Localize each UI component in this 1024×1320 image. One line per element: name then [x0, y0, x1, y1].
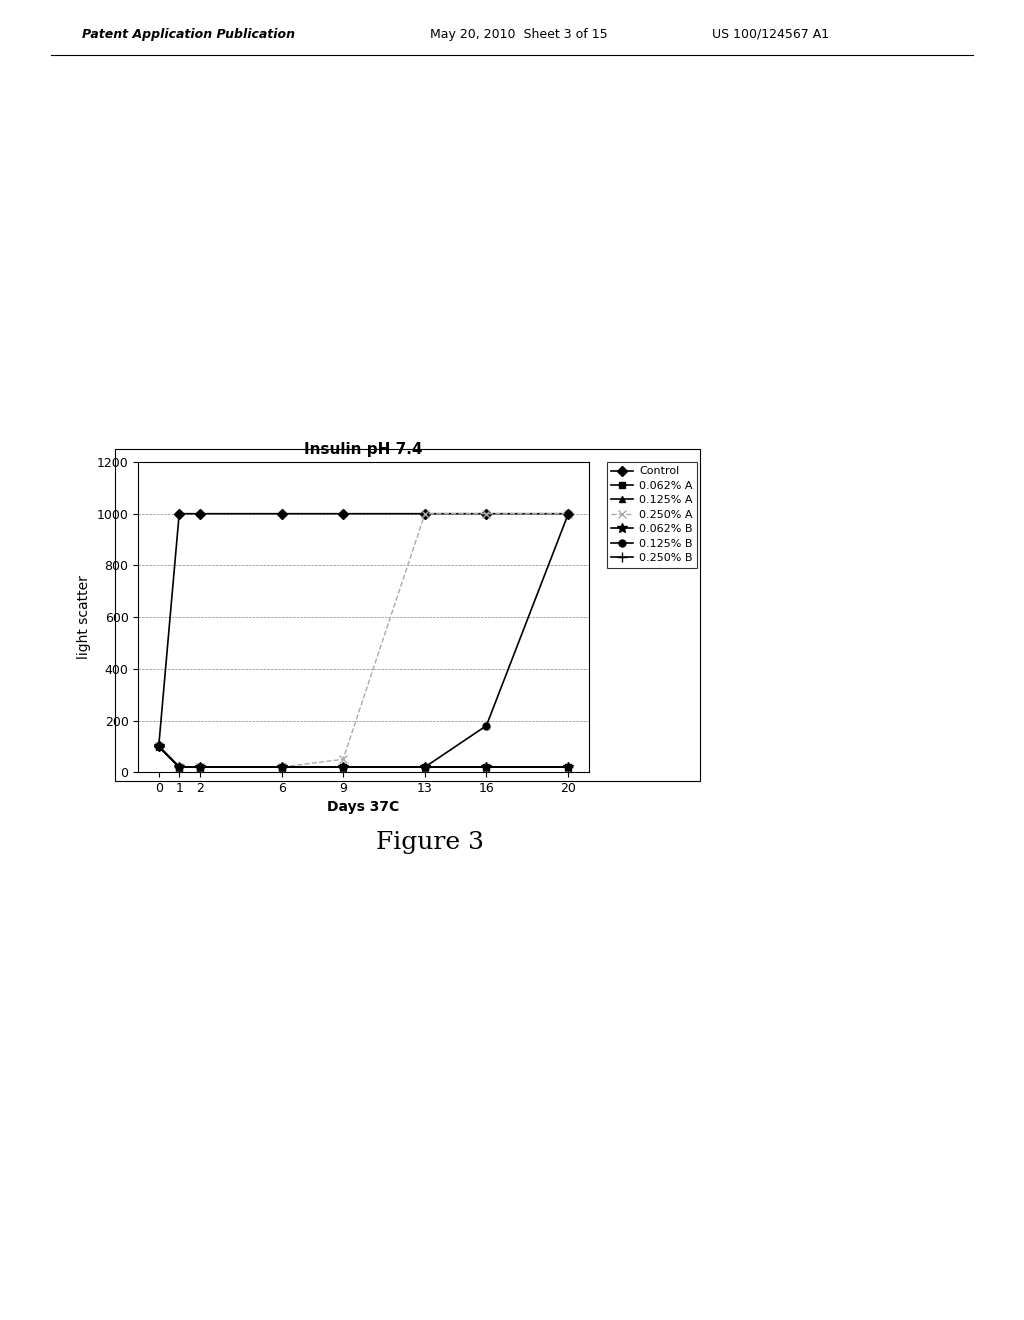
0.062% A: [419, 759, 431, 775]
Control: [337, 506, 349, 521]
0.250% A: [337, 751, 349, 767]
Control: [419, 506, 431, 521]
0.125% B: [173, 759, 185, 775]
0.250% A: [480, 506, 493, 521]
0.125% B: [419, 759, 431, 775]
0.250% B: [173, 759, 185, 775]
Y-axis label: light scatter: light scatter: [77, 576, 91, 659]
0.250% A: [153, 738, 165, 754]
0.250% A: [173, 759, 185, 775]
0.062% B: [153, 738, 165, 754]
Text: Figure 3: Figure 3: [376, 830, 484, 854]
Text: US 100/124567 A1: US 100/124567 A1: [712, 28, 828, 41]
0.125% B: [480, 718, 493, 734]
0.250% B: [153, 738, 165, 754]
0.250% B: [419, 759, 431, 775]
0.062% A: [194, 759, 206, 775]
0.250% B: [337, 759, 349, 775]
0.062% A: [562, 759, 574, 775]
0.125% B: [194, 759, 206, 775]
0.125% A: [173, 759, 185, 775]
Control: [480, 506, 493, 521]
Control: [194, 506, 206, 521]
0.062% B: [419, 759, 431, 775]
0.125% B: [562, 506, 574, 521]
Control: [562, 506, 574, 521]
0.125% A: [153, 738, 165, 754]
0.125% A: [337, 759, 349, 775]
0.125% B: [337, 759, 349, 775]
0.250% A: [562, 506, 574, 521]
Line: 0.125% A: 0.125% A: [156, 743, 571, 771]
Line: 0.062% A: 0.062% A: [156, 743, 571, 771]
0.250% A: [275, 759, 288, 775]
Line: 0.250% A: 0.250% A: [155, 510, 572, 771]
Text: May 20, 2010  Sheet 3 of 15: May 20, 2010 Sheet 3 of 15: [430, 28, 607, 41]
0.062% A: [153, 738, 165, 754]
Control: [153, 738, 165, 754]
0.250% A: [194, 759, 206, 775]
Legend: Control, 0.062% A, 0.125% A, 0.250% A, 0.062% B, 0.125% B, 0.250% B: Control, 0.062% A, 0.125% A, 0.250% A, 0…: [607, 462, 697, 568]
Text: Patent Application Publication: Patent Application Publication: [82, 28, 295, 41]
Control: [275, 506, 288, 521]
Line: 0.062% B: 0.062% B: [154, 742, 573, 772]
0.250% B: [275, 759, 288, 775]
Line: 0.250% B: 0.250% B: [154, 742, 573, 772]
0.125% A: [562, 759, 574, 775]
0.125% B: [153, 738, 165, 754]
0.125% A: [419, 759, 431, 775]
0.062% B: [562, 759, 574, 775]
0.250% B: [562, 759, 574, 775]
0.250% B: [194, 759, 206, 775]
0.062% B: [275, 759, 288, 775]
0.250% A: [419, 506, 431, 521]
0.062% B: [194, 759, 206, 775]
Line: 0.125% B: 0.125% B: [156, 511, 571, 771]
0.250% B: [480, 759, 493, 775]
0.125% A: [275, 759, 288, 775]
0.062% A: [480, 759, 493, 775]
0.062% B: [173, 759, 185, 775]
Control: [173, 506, 185, 521]
0.125% A: [194, 759, 206, 775]
0.125% A: [480, 759, 493, 775]
0.062% A: [173, 759, 185, 775]
0.125% B: [275, 759, 288, 775]
Line: Control: Control: [156, 511, 571, 750]
0.062% A: [275, 759, 288, 775]
0.062% A: [337, 759, 349, 775]
Title: Insulin pH 7.4: Insulin pH 7.4: [304, 442, 423, 457]
0.062% B: [480, 759, 493, 775]
X-axis label: Days 37C: Days 37C: [328, 800, 399, 814]
0.062% B: [337, 759, 349, 775]
